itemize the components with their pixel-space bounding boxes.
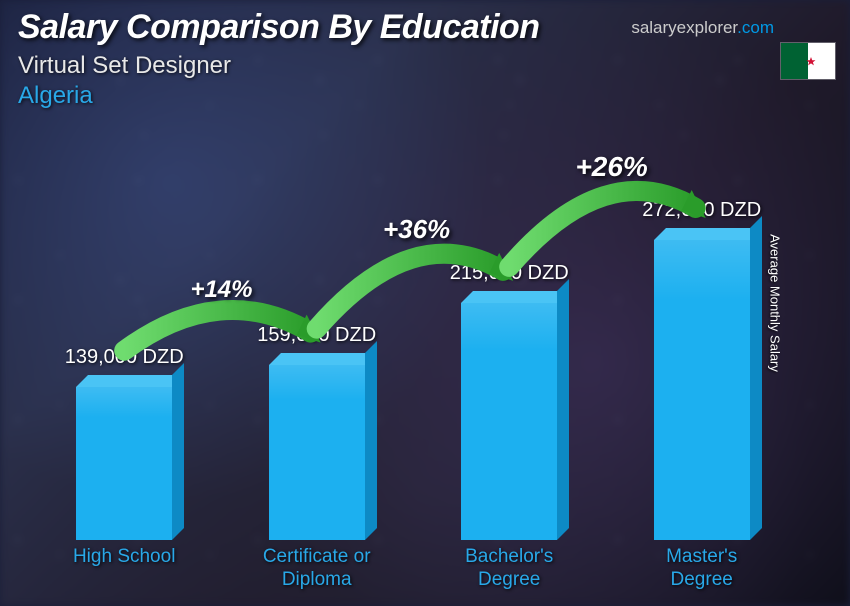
watermark-prefix: salaryexplorer	[631, 18, 737, 37]
arrow-svg	[30, 120, 800, 586]
watermark: salaryexplorer.com	[631, 18, 774, 38]
subtitle: Virtual Set Designer	[18, 52, 231, 80]
flag-emblem	[796, 49, 820, 73]
bar-chart: 139,000 DZDHigh School159,000 DZDCertifi…	[30, 120, 800, 586]
watermark-suffix: .com	[737, 18, 774, 37]
country: Algeria	[18, 82, 93, 110]
infographic: Salary Comparison By Education Virtual S…	[0, 0, 850, 606]
title: Salary Comparison By Education	[18, 8, 540, 47]
increase-percent: +26%	[575, 151, 647, 183]
flag-algeria	[780, 42, 836, 80]
